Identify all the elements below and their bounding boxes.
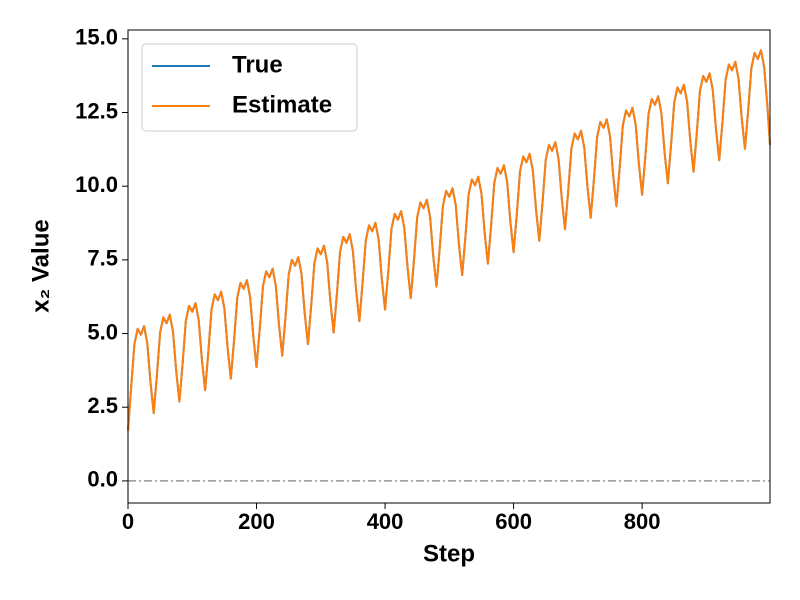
x-tick-label: 600	[495, 509, 532, 534]
plot-frame	[127, 29, 771, 504]
legend-label: Estimate	[232, 91, 332, 118]
y-tick-label: 2.5	[87, 393, 118, 418]
legend-label: True	[232, 51, 283, 78]
x-tick-label: 400	[367, 509, 404, 534]
y-tick-label: 5.0	[87, 319, 118, 344]
y-axis-label: x₂ Value	[27, 219, 54, 312]
y-tick-label: 10.0	[75, 172, 118, 197]
y-tick-label: 12.5	[75, 98, 118, 123]
x-axis-label: Step	[423, 540, 475, 567]
line-series	[127, 49, 771, 431]
x-tick-label: 0	[122, 509, 134, 534]
x-tick-label: 800	[624, 509, 661, 534]
x-tick-label: 200	[238, 509, 275, 534]
y-tick-label: 15.0	[75, 25, 118, 50]
y-tick-label: 0.0	[87, 467, 118, 492]
y-tick-label: 7.5	[87, 246, 118, 271]
